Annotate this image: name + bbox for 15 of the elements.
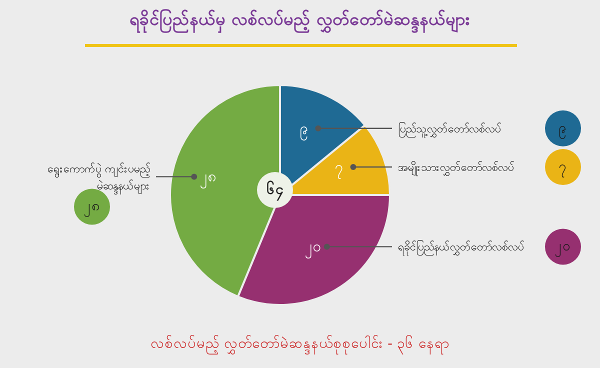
slice-label: ရွေးကောက်ပွဲ ကျင်းပမည့် မဲဆန္ဒနယ်များ [48,162,150,194]
slice-label: ရခိုင်ပြည်နယ်လွှတ်တော်လစ်လပ် [398,239,524,256]
data-label: ၂၀ [304,238,322,259]
text: လစ်လပ်မည့် လွှတ်တော်မဲဆန္ဒနယ်စုစုပေါင်း - ၃၆ နေရာ [150,334,450,355]
slice-label: ပြည်သူ့လွှတ်တော်လစ်လပ် [398,120,501,137]
text: ၂၈ [84,198,100,215]
data-label: ၂၈ [200,168,217,189]
data-label: ၉ [300,119,309,140]
text: ၆၄ [257,172,293,208]
chart-title: ရခိုင်ပြည်နယ်မှ လစ်လပ်မည့် လွှတ်တော်မဲဆန္ဒနယ်များ [128,8,472,33]
text: ၇ [558,159,568,176]
slice-label: အမျိုးသားလွှတ်တော်လစ်လပ် [398,160,514,176]
data-label: ၇ [334,158,344,180]
text: ၉ [558,120,568,136]
text: ၂၀ [554,238,572,255]
